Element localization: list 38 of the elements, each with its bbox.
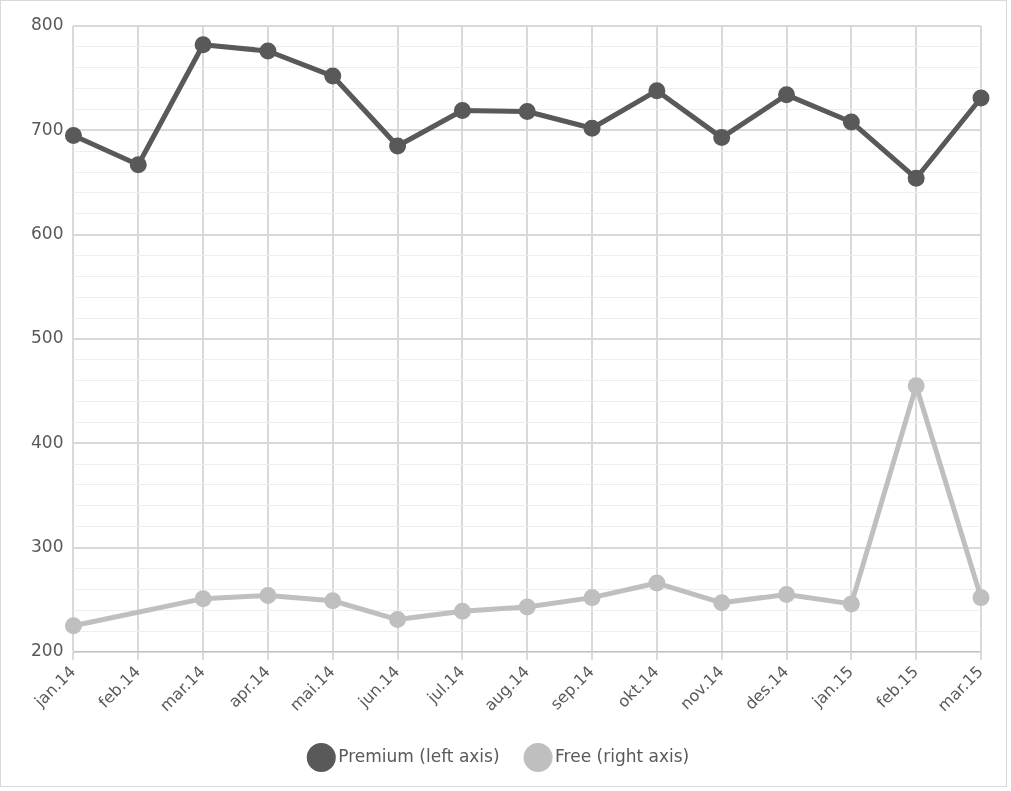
point <box>972 589 990 607</box>
point <box>194 590 212 608</box>
y-tick-label: 200 <box>30 640 64 661</box>
y-tick-label: 500 <box>30 327 64 348</box>
point <box>778 86 796 104</box>
point <box>64 127 82 145</box>
point <box>389 137 407 155</box>
point <box>453 602 471 620</box>
point <box>648 574 666 592</box>
point <box>713 129 731 147</box>
point <box>907 169 925 187</box>
point <box>713 594 731 612</box>
y-tick-label: 800 <box>30 14 64 35</box>
legend-label: Premium (left axis) <box>338 745 500 766</box>
y-tick-label: 300 <box>30 535 64 556</box>
y-tick-label: 700 <box>30 118 64 139</box>
point <box>259 42 277 60</box>
point <box>389 611 407 629</box>
y-tick-label: 600 <box>30 223 64 244</box>
point <box>324 592 342 610</box>
point <box>842 113 860 131</box>
point <box>583 589 601 607</box>
point <box>518 598 536 616</box>
point <box>324 67 342 85</box>
point <box>648 82 666 100</box>
point <box>194 36 212 54</box>
point <box>842 595 860 613</box>
y-tick-label: 400 <box>30 431 64 452</box>
point <box>972 89 990 107</box>
point <box>453 101 471 119</box>
point <box>259 587 277 605</box>
point <box>129 156 147 174</box>
point <box>64 617 82 635</box>
legend-label: Free (right axis) <box>555 745 690 766</box>
point <box>518 103 536 121</box>
point <box>583 119 601 137</box>
point <box>778 585 796 603</box>
point <box>907 377 925 395</box>
